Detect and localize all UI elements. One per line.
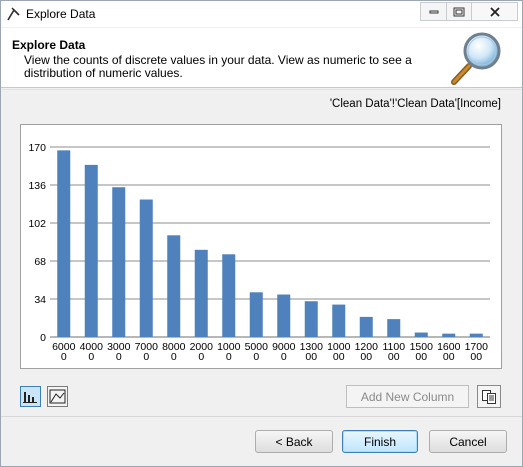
y-tick-label: 0 — [40, 332, 46, 344]
copy-icon — [482, 389, 496, 404]
area-chart-icon — [49, 389, 66, 404]
header-title: Explore Data — [12, 38, 86, 52]
magnifier-icon — [451, 32, 501, 85]
x-tick-label: 0 — [171, 351, 177, 363]
x-tick-label: 0 — [198, 351, 204, 363]
finish-button[interactable]: Finish — [342, 430, 418, 453]
x-tick-label: 5000 — [245, 341, 269, 353]
bar — [167, 235, 181, 337]
minimize-icon — [429, 10, 438, 13]
bar — [249, 292, 263, 337]
footer-divider — [1, 416, 522, 417]
window-title: Explore Data — [26, 7, 96, 21]
x-tick-label: 1000 — [217, 341, 241, 353]
y-tick-label: 170 — [28, 142, 46, 154]
app-icon — [7, 7, 20, 21]
x-tick-label: 9000 — [272, 341, 296, 353]
x-tick-label: 1000 — [327, 341, 351, 353]
bar — [387, 319, 401, 337]
bar-view-button[interactable] — [20, 386, 41, 407]
y-tick-label: 68 — [34, 256, 46, 268]
x-tick-label: 0 — [116, 351, 122, 363]
x-tick-label: 00 — [305, 351, 317, 363]
data-source-label: 'Clean Data'!'Clean Data'[Income] — [329, 98, 501, 110]
x-tick-label: 00 — [415, 351, 427, 363]
x-tick-label: 0 — [226, 351, 232, 363]
title-bar: Explore Data — [1, 1, 522, 27]
bar — [359, 316, 373, 337]
bar — [112, 187, 126, 337]
x-tick-label: 00 — [360, 351, 372, 363]
x-tick-label: 7000 — [135, 341, 159, 353]
x-tick-label: 3000 — [107, 341, 131, 353]
x-tick-label: 00 — [470, 351, 482, 363]
bar — [332, 304, 346, 337]
bar — [84, 164, 98, 337]
y-tick-label: 34 — [34, 294, 46, 306]
histogram-chart: 0 34 68 102 136 170 6000 0 4000 0 3000 0 7000 0 8000 0 2… — [20, 124, 502, 369]
add-new-column-button[interactable]: Add New Column — [346, 385, 469, 408]
bar — [139, 199, 153, 337]
bar — [57, 150, 71, 337]
x-tick-label: 0 — [61, 351, 67, 363]
x-tick-label: 1100 — [382, 341, 405, 353]
bar — [222, 254, 236, 337]
cancel-button[interactable]: Cancel — [429, 430, 507, 453]
x-tick-label: 0 — [88, 351, 94, 363]
header-divider — [2, 89, 521, 90]
x-tick-label: 1700 — [465, 341, 489, 353]
close-button[interactable] — [472, 2, 518, 21]
x-tick-label: 1500 — [410, 341, 434, 353]
x-tick-label: 4000 — [80, 341, 104, 353]
histogram-svg: 0346810213617060000400003000070000800002… — [28, 142, 490, 363]
back-button[interactable]: < Back — [255, 430, 333, 453]
bar — [414, 332, 428, 337]
bar — [469, 333, 483, 337]
x-tick-label: 6000 — [52, 341, 76, 353]
area-view-button[interactable] — [47, 386, 68, 407]
x-tick-label: 00 — [388, 351, 400, 363]
minimize-button[interactable] — [420, 2, 446, 21]
x-tick-label: 2000 — [190, 341, 214, 353]
y-tick-label: 102 — [28, 218, 46, 230]
x-tick-label: 1300 — [300, 341, 324, 353]
bar — [442, 333, 456, 337]
x-tick-label: 00 — [333, 351, 345, 363]
bar-chart-icon — [23, 392, 37, 403]
close-icon — [489, 6, 500, 17]
bar — [194, 249, 208, 337]
bar — [277, 294, 291, 337]
maximize-icon — [453, 7, 465, 16]
x-tick-label: 0 — [281, 351, 287, 363]
x-tick-label: 0 — [143, 351, 149, 363]
x-tick-label: 1600 — [437, 341, 461, 353]
bar — [304, 301, 318, 337]
wizard-header: Explore Data View the counts of discrete… — [1, 28, 522, 88]
x-tick-label: 0 — [253, 351, 259, 363]
y-tick-label: 136 — [28, 180, 46, 192]
x-tick-label: 00 — [443, 351, 455, 363]
x-tick-label: 8000 — [162, 341, 186, 353]
copy-button[interactable] — [477, 385, 501, 408]
x-tick-label: 1200 — [355, 341, 379, 353]
maximize-button[interactable] — [446, 2, 472, 21]
header-description: View the counts of discrete values in yo… — [24, 53, 412, 80]
